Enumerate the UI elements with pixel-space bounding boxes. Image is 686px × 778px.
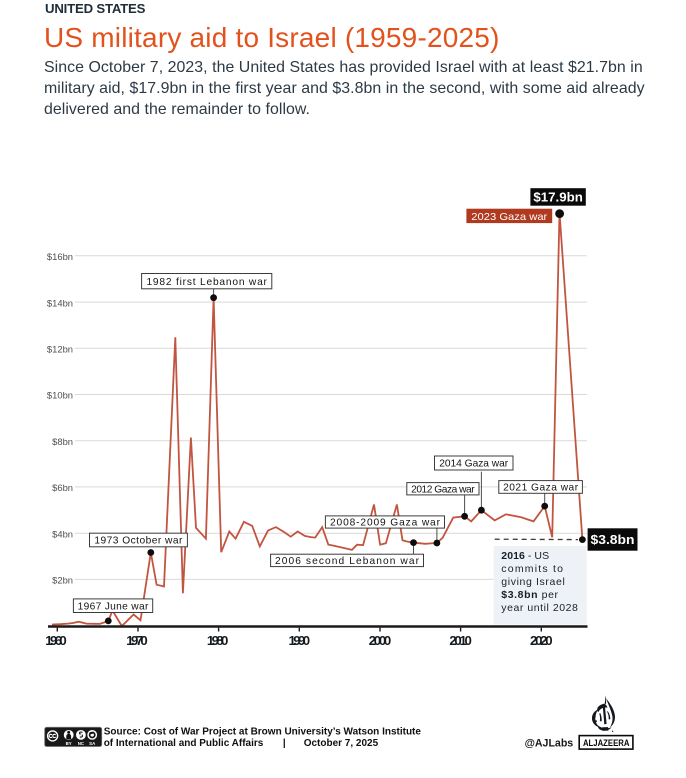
svg-text:giving Israel: giving Israel	[501, 576, 565, 588]
svg-text:$10bn: $10bn	[47, 390, 73, 401]
svg-text:commits to: commits to	[501, 563, 563, 575]
svg-text:ALJAZEERA: ALJAZEERA	[583, 738, 630, 748]
svg-text:2006 second Lebanon war: 2006 second Lebanon war	[275, 556, 420, 567]
svg-text:1960: 1960	[45, 633, 67, 648]
svg-text:1973 October war: 1973 October war	[94, 536, 183, 547]
svg-text:year until 2028: year until 2028	[501, 602, 578, 614]
svg-text:2020: 2020	[530, 633, 553, 648]
svg-text:$8bn: $8bn	[52, 436, 73, 447]
svg-text:1990: 1990	[289, 633, 311, 648]
svg-text:$3.8bn per: $3.8bn per	[501, 589, 558, 601]
svg-text:NC: NC	[78, 741, 85, 746]
svg-text:of International and Public Af: of International and Public Affairs	[104, 738, 264, 749]
svg-text:2014 Gaza war: 2014 Gaza war	[439, 459, 509, 470]
svg-text:2010: 2010	[449, 633, 472, 648]
svg-text:BY: BY	[66, 741, 72, 746]
svg-text:$3.8bn: $3.8bn	[591, 533, 635, 547]
svg-text:$16bn: $16bn	[47, 251, 73, 262]
svg-text:$4bn: $4bn	[52, 528, 73, 539]
svg-text:1982 first Lebanon war: 1982 first Lebanon war	[146, 277, 267, 288]
svg-text:$12bn: $12bn	[47, 344, 73, 355]
svg-text:$14bn: $14bn	[47, 297, 73, 308]
svg-text:@AJLabs: @AJLabs	[525, 737, 574, 749]
svg-text:1970: 1970	[126, 633, 148, 648]
svg-text:$6bn: $6bn	[52, 482, 73, 493]
svg-text:$2bn: $2bn	[52, 575, 73, 586]
svg-text:$17.9bn: $17.9bn	[533, 191, 583, 205]
svg-text:2008-2009 Gaza war: 2008-2009 Gaza war	[330, 518, 441, 529]
svg-text:2021 Gaza war: 2021 Gaza war	[503, 483, 579, 494]
svg-text:Source: Cost of War Project a: Source: Cost of War Project at Brown Uni…	[104, 726, 422, 737]
svg-text:2012 Gaza war: 2012 Gaza war	[411, 484, 475, 495]
svg-text:1967 June war: 1967 June war	[78, 601, 149, 612]
svg-text:|: |	[283, 738, 286, 749]
svg-text:2016 - US: 2016 - US	[501, 550, 549, 562]
svg-text:2000: 2000	[369, 633, 392, 648]
svg-text:2023 Gaza war: 2023 Gaza war	[471, 211, 548, 223]
svg-text:October 7, 2025: October 7, 2025	[304, 738, 379, 749]
svg-text:1980: 1980	[207, 633, 229, 648]
svg-text:SA: SA	[89, 741, 96, 746]
